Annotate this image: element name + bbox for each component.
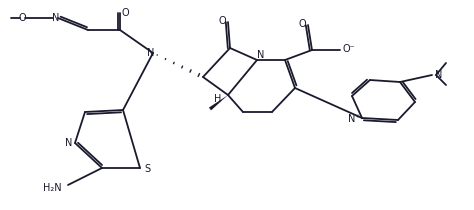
Polygon shape	[209, 95, 228, 110]
Text: H₂N: H₂N	[44, 183, 62, 193]
Text: N: N	[65, 138, 73, 148]
Text: O: O	[298, 19, 306, 29]
Text: O: O	[121, 8, 129, 18]
Text: S: S	[144, 164, 150, 174]
Text: H: H	[214, 94, 222, 104]
Text: O: O	[18, 13, 26, 23]
Text: O⁻: O⁻	[343, 44, 356, 54]
Text: O: O	[218, 16, 226, 26]
Text: N⁺: N⁺	[348, 114, 360, 124]
Text: N: N	[147, 48, 155, 58]
Text: N: N	[435, 70, 443, 80]
Text: N: N	[52, 13, 60, 23]
Text: N: N	[257, 50, 264, 60]
